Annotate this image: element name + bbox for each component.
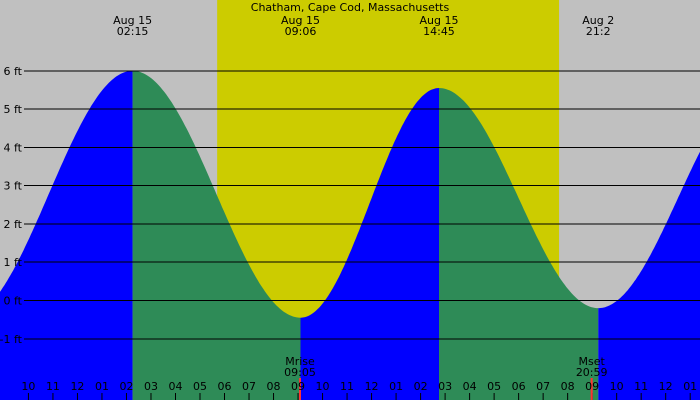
- x-tick-label: 07: [242, 380, 256, 393]
- tide-date-label: Aug 15: [281, 14, 320, 27]
- x-tick-label: 01: [683, 380, 697, 393]
- x-tick-label: 11: [634, 380, 648, 393]
- y-tick-label: 0 ft: [4, 294, 23, 307]
- x-tick-label: 03: [438, 380, 452, 393]
- tide-date-label: Aug 15: [113, 14, 152, 27]
- x-tick-label: 11: [46, 380, 60, 393]
- x-tick-label: 06: [512, 380, 526, 393]
- x-tick-label: 12: [659, 380, 673, 393]
- tide-time-label: 09:06: [285, 25, 317, 38]
- x-tick-label: 06: [218, 380, 232, 393]
- tide-date-label: Aug 15: [419, 14, 458, 27]
- falling-tide-area: [132, 70, 301, 400]
- x-tick-label: 07: [536, 380, 550, 393]
- y-tick-label: 2 ft: [4, 218, 23, 231]
- falling-tide-area: [439, 88, 599, 400]
- y-tick-label: 4 ft: [4, 141, 23, 154]
- x-tick-label: 05: [487, 380, 501, 393]
- tide-date-label: Aug 2: [582, 14, 614, 27]
- x-tick-label: 12: [70, 380, 84, 393]
- x-tick-label: 10: [21, 380, 35, 393]
- y-tick-label: 3 ft: [4, 180, 23, 193]
- x-tick-label: 08: [267, 380, 281, 393]
- x-tick-label: 11: [340, 380, 354, 393]
- x-tick-label: 04: [463, 380, 477, 393]
- x-tick-label: 09: [291, 380, 305, 393]
- rising-tide-area: [598, 151, 700, 400]
- moon-event-time: 09:05: [284, 366, 316, 379]
- x-tick-label: 02: [119, 380, 133, 393]
- tide-time-label: 21:2: [586, 25, 611, 38]
- y-tick-label: 6 ft: [4, 65, 23, 78]
- x-tick-label: 04: [168, 380, 182, 393]
- tide-time-label: 02:15: [117, 25, 149, 38]
- x-tick-label: 08: [561, 380, 575, 393]
- x-tick-label: 10: [610, 380, 624, 393]
- y-tick-label: 5 ft: [4, 103, 23, 116]
- x-tick-label: 01: [95, 380, 109, 393]
- moon-event-time: 20:59: [576, 366, 608, 379]
- x-tick-label: 09: [585, 380, 599, 393]
- moon-event-label: Mrise: [285, 355, 315, 368]
- x-tick-label: 03: [144, 380, 158, 393]
- rising-tide-area: [300, 88, 439, 400]
- x-tick-label: 01: [389, 380, 403, 393]
- x-tick-label: 12: [365, 380, 379, 393]
- chart-title: Chatham, Cape Cod, Massachusetts: [251, 1, 450, 14]
- moon-event-label: Mset: [579, 355, 606, 368]
- rising-tide-area: [0, 70, 133, 400]
- x-tick-label: 05: [193, 380, 207, 393]
- x-tick-label: 02: [414, 380, 428, 393]
- y-tick-label: 1 ft: [4, 256, 23, 269]
- y-tick-label: -1 ft: [0, 333, 23, 346]
- x-tick-label: 10: [316, 380, 330, 393]
- tide-time-label: 14:45: [423, 25, 455, 38]
